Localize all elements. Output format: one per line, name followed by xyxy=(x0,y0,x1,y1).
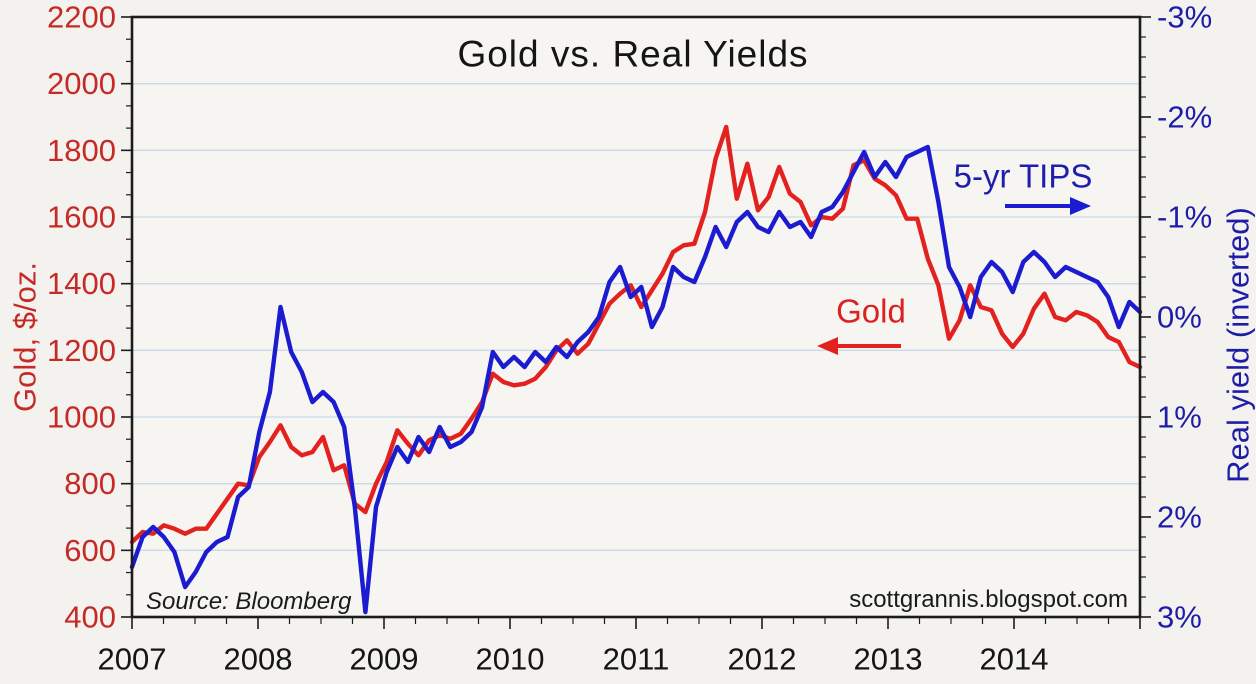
x-axis-tick-label: 2014 xyxy=(980,641,1049,676)
right-axis-tick-label: 2% xyxy=(1157,500,1202,535)
right-axis-tick-label: -1% xyxy=(1157,200,1212,235)
x-axis-tick-label: 2009 xyxy=(350,641,419,676)
left-axis-tick-label: 2200 xyxy=(47,0,116,35)
left-axis-tick-label: 1800 xyxy=(47,133,116,168)
left-axis-tick-label: 2000 xyxy=(47,66,116,101)
x-axis-tick-label: 2007 xyxy=(98,641,167,676)
x-axis-tick-label: 2013 xyxy=(854,641,923,676)
left-axis-tick-label: 400 xyxy=(64,600,116,635)
right-axis-tick-label: -2% xyxy=(1157,100,1212,135)
x-axis-tick-label: 2010 xyxy=(476,641,545,676)
tips-arrow-head xyxy=(1070,197,1091,215)
source-note: Source: Bloomberg xyxy=(146,588,352,615)
right-axis-tick-label: -3% xyxy=(1157,0,1212,35)
annotation-5yr-tips: 5-yr TIPS xyxy=(953,157,1093,195)
left-axis-tick-label: 1200 xyxy=(47,333,116,368)
gold-arrow-head xyxy=(817,337,838,355)
annotation-gold: Gold xyxy=(836,292,906,330)
left-axis-tick-label: 600 xyxy=(64,533,116,568)
x-axis-tick-label: 2008 xyxy=(224,641,293,676)
left-axis-title: Gold, $/oz. xyxy=(7,262,43,412)
left-axis-tick-label: 1000 xyxy=(47,400,116,435)
tips-line xyxy=(129,144,1143,615)
right-axis-tick-label: 1% xyxy=(1157,400,1202,435)
x-axis-tick-label: 2011 xyxy=(603,641,670,676)
gold-line xyxy=(129,124,1143,545)
right-axis-title: Real yield (inverted) xyxy=(1220,207,1256,483)
watermark: scottgrannis.blogspot.com xyxy=(849,586,1128,613)
right-axis-tick-label: 3% xyxy=(1157,600,1202,635)
chart-title: Gold vs. Real Yields xyxy=(457,33,809,75)
right-axis-tick-label: 0% xyxy=(1157,300,1202,335)
x-axis-tick-label: 2012 xyxy=(728,641,797,676)
left-axis-tick-label: 800 xyxy=(64,466,116,501)
left-axis-tick-label: 1600 xyxy=(47,200,116,235)
left-axis-tick-label: 1400 xyxy=(47,266,116,301)
